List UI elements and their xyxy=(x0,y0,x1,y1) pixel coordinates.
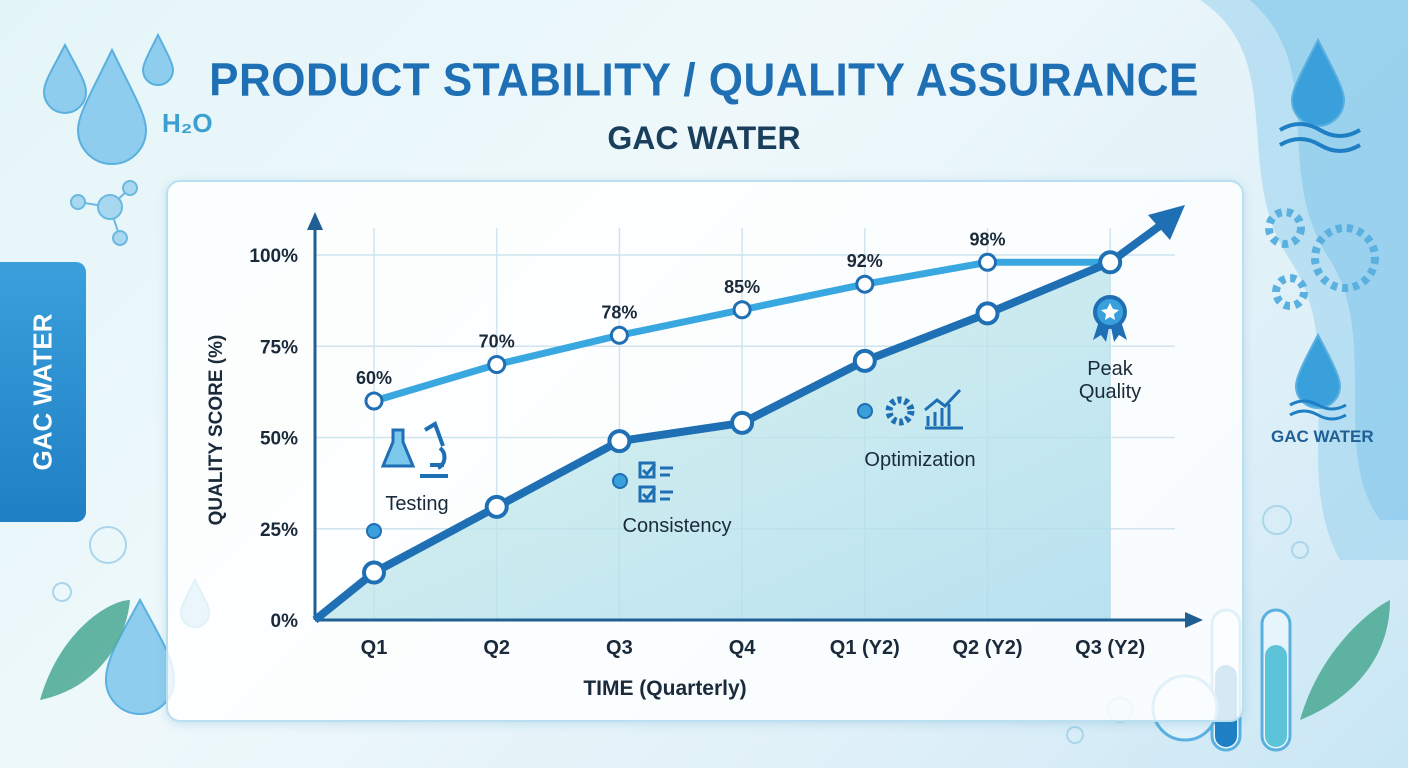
data-label: 60% xyxy=(356,368,392,388)
y-axis-arrow xyxy=(307,212,323,230)
flask-microscope-icon xyxy=(380,428,416,468)
area-fill-dark-series xyxy=(315,262,1111,620)
x-tick-label: Q4 xyxy=(729,637,757,659)
annotation-quality: Quality xyxy=(1079,381,1141,403)
side-brand-tab: GAC WATER xyxy=(0,262,86,522)
x-tick-label: Q2 xyxy=(483,637,510,659)
data-point-light xyxy=(855,274,875,294)
data-point-dark xyxy=(975,301,1000,326)
data-label: 70% xyxy=(479,332,515,352)
annotation-consistency: Consistency xyxy=(623,515,732,537)
x-tick-label: Q1 xyxy=(361,637,388,659)
data-point-light xyxy=(732,300,752,320)
microscope-icon xyxy=(420,421,448,478)
star-icon xyxy=(1101,303,1119,320)
annotation-dot xyxy=(857,403,873,419)
data-point-light xyxy=(364,391,384,411)
data-point-dark xyxy=(730,410,755,435)
x-axis-title: TIME (Quarterly) xyxy=(583,677,746,700)
x-tick-label: Q3 (Y2) xyxy=(1075,637,1145,659)
molecule-icon xyxy=(70,180,138,246)
data-point-dark xyxy=(1098,250,1123,275)
y-tick-label: 75% xyxy=(260,337,298,358)
annotation-testing: Testing xyxy=(385,493,448,515)
data-point-dark xyxy=(362,560,386,585)
y-tick-label: 100% xyxy=(249,246,298,267)
x-tick-label: Q1 (Y2) xyxy=(830,637,900,659)
checklist-icon xyxy=(638,461,673,503)
page-subtitle: GAC WATER xyxy=(607,120,801,156)
annotation-dot xyxy=(366,523,382,539)
data-label: 92% xyxy=(847,251,883,271)
trend-arrow-head xyxy=(1148,205,1185,240)
x-tick-label: Q3 xyxy=(606,637,633,659)
data-point-dark xyxy=(484,494,509,519)
y-tick-label: 25% xyxy=(260,520,298,541)
x-axis-arrow xyxy=(1185,612,1203,628)
data-point-light xyxy=(978,252,997,272)
y-axis-title: QUALITY SCORE (%) xyxy=(206,335,227,526)
gear-icon xyxy=(885,396,915,426)
data-point-dark xyxy=(607,429,632,454)
data-point-light xyxy=(609,325,629,345)
data-point-dark xyxy=(852,348,877,373)
gear-icon xyxy=(1265,208,1379,310)
annotation-peak: Peak xyxy=(1087,358,1134,380)
data-label: 98% xyxy=(969,229,1005,249)
leaf-icon xyxy=(40,600,1390,720)
page-title: PRODUCT STABILITY / QUALITY ASSURANCE xyxy=(209,54,1199,107)
annotation-optimization: Optimization xyxy=(864,449,975,471)
x-tick-label: Q2 (Y2) xyxy=(952,637,1022,659)
data-point-light xyxy=(487,355,507,374)
bar-chart-growth-icon xyxy=(924,388,963,430)
data-label: 85% xyxy=(724,277,760,297)
h2o-label: H₂O xyxy=(162,108,213,138)
y-tick-label: 50% xyxy=(260,429,298,450)
annotation-dot xyxy=(612,473,628,489)
data-label: 78% xyxy=(601,302,637,322)
y-tick-label: 0% xyxy=(271,611,299,632)
brand-logo-label: GAC WATER xyxy=(1271,427,1374,446)
